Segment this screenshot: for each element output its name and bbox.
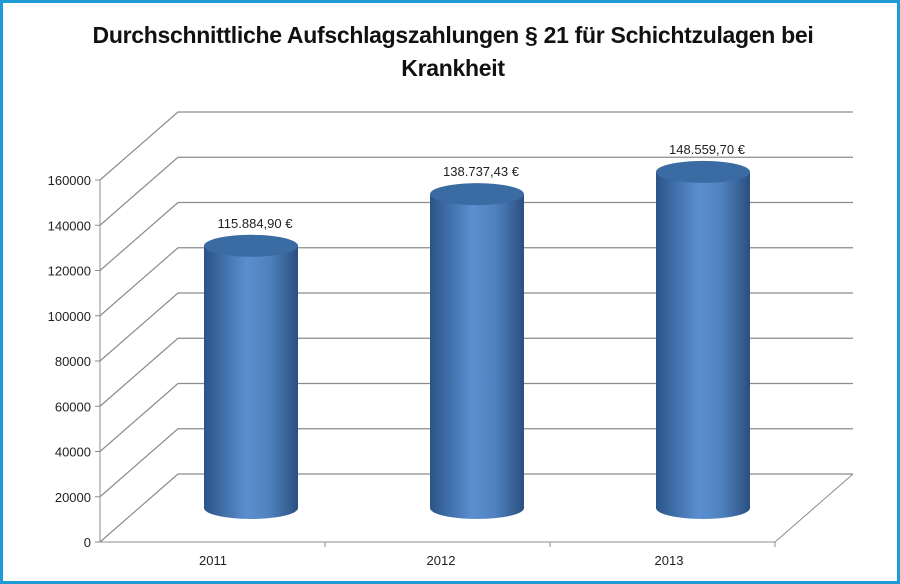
y-tick-label: 0	[84, 535, 91, 550]
gridline	[99, 292, 853, 362]
gridline	[99, 337, 853, 407]
bar-2013	[656, 160, 750, 520]
x-tick-label: 2013	[655, 553, 684, 568]
y-tick-label: 100000	[48, 309, 91, 324]
y-tick-label: 20000	[55, 490, 91, 505]
gridline	[99, 473, 853, 543]
bar-top	[204, 234, 298, 257]
data-label: 138.737,43 €	[443, 164, 520, 179]
y-tick-label: 160000	[48, 173, 91, 188]
y-tick-label: 140000	[48, 218, 91, 233]
gridline	[99, 247, 853, 317]
gridline	[99, 201, 853, 271]
bar-2011	[204, 234, 298, 519]
data-label: 115.884,90 €	[218, 216, 294, 231]
bar-top	[430, 183, 524, 206]
gridline	[99, 428, 853, 498]
floor-edge-line	[774, 473, 854, 543]
y-tick-label: 120000	[48, 264, 91, 279]
bar-body	[656, 171, 750, 520]
x-tick-label: 2012	[427, 553, 456, 568]
x-tick-label: 2011	[199, 553, 227, 568]
y-tick-label: 40000	[55, 445, 91, 460]
gridline	[99, 382, 853, 452]
chart-title: Durchschnittliche Aufschlagszahlungen § …	[3, 19, 897, 85]
bar-top	[656, 160, 750, 183]
bar-2012	[430, 183, 524, 519]
gridline	[99, 156, 853, 226]
data-label: 148.559,70 €	[669, 142, 746, 157]
chart-plot: 0 20000 40000 60000 80000 100000 120000 140000 1…	[48, 111, 854, 568]
chart-title-line1: Durchschnittliche Aufschlagszahlungen § …	[92, 22, 814, 48]
y-tick-label: 60000	[55, 399, 91, 414]
y-tick-label: 80000	[55, 354, 91, 369]
chart-title-line2: Krankheit	[401, 55, 505, 81]
bar-body	[204, 245, 298, 519]
gridline	[99, 111, 853, 181]
bar-body	[430, 194, 524, 519]
